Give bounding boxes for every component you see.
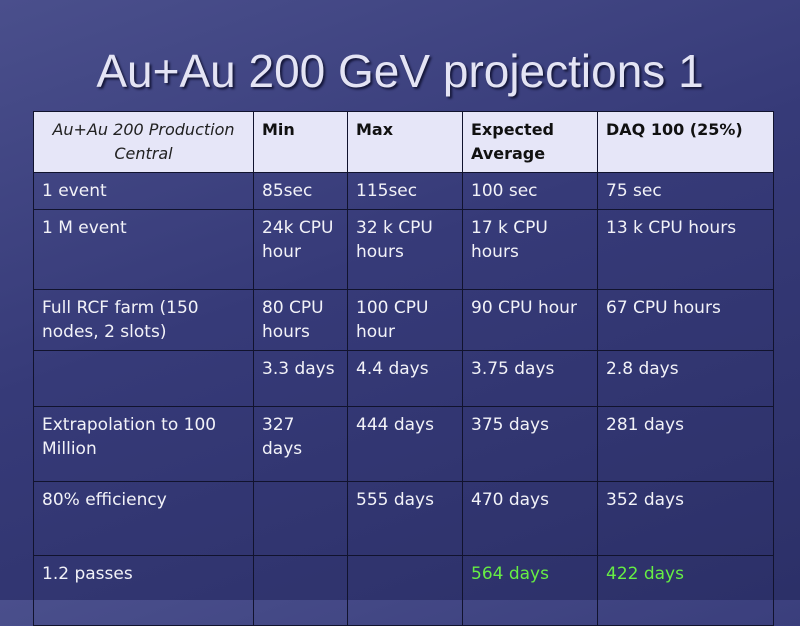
table-cell: 422 days: [597, 555, 774, 626]
table-row: 80% efficiency 555 days 470 days 352 days: [33, 481, 774, 556]
header-cell: Au+Au 200 Production Central: [33, 111, 254, 173]
table-cell: 1 event: [33, 172, 254, 210]
table-cell: [347, 555, 463, 626]
table-row: 1 M event 24k CPU hour 32 k CPU hours 17 k …: [33, 209, 774, 290]
table-cell: 32 k CPU hours: [347, 209, 463, 290]
table-cell: 281 days: [597, 406, 774, 482]
table-cell: 1 M event: [33, 209, 254, 290]
slide-title: Au+Au 200 GeV projections 1: [96, 45, 704, 97]
table-cell: 13 k CPU hours: [597, 209, 774, 290]
table-cell: [33, 350, 254, 407]
table-row: Extrapolation to 100 Million 327 days 444 …: [33, 406, 774, 482]
table-row: 1 event 85sec 115sec 100 sec 75 sec: [33, 172, 774, 210]
table-cell: 564 days: [462, 555, 598, 626]
table-row: 1.2 passes 564 days 422 days: [33, 555, 774, 626]
table-cell: 3.75 days: [462, 350, 598, 407]
table-cell: Full RCF farm (150 nodes, 2 slots): [33, 289, 254, 351]
table-cell: 24k CPU hour: [253, 209, 348, 290]
table-cell: 1.2 passes: [33, 555, 254, 626]
table-cell: 327 days: [253, 406, 348, 482]
header-cell: Max: [347, 111, 463, 173]
table-cell: 67 CPU hours: [597, 289, 774, 351]
header-cell: DAQ 100 (25%): [597, 111, 774, 173]
table-cell: 444 days: [347, 406, 463, 482]
table-cell: [253, 555, 348, 626]
table-cell: 100 sec: [462, 172, 598, 210]
table-cell: 80% efficiency: [33, 481, 254, 556]
table-cell: 470 days: [462, 481, 598, 556]
table-cell: 90 CPU hour: [462, 289, 598, 351]
header-cell: Expected Average: [462, 111, 598, 173]
table-cell: 100 CPU hour: [347, 289, 463, 351]
table-cell: 2.8 days: [597, 350, 774, 407]
table-cell: 3.3 days: [253, 350, 348, 407]
table-cell: Extrapolation to 100 Million: [33, 406, 254, 482]
table-cell: 115sec: [347, 172, 463, 210]
table-cell: 555 days: [347, 481, 463, 556]
table-cell: [253, 481, 348, 556]
table-cell: 375 days: [462, 406, 598, 482]
projection-table: Au+Au 200 Production Central Min Max Expect…: [33, 111, 774, 626]
table-row: 3.3 days 4.4 days 3.75 days 2.8 days: [33, 350, 774, 407]
table-cell: 4.4 days: [347, 350, 463, 407]
table-cell: 17 k CPU hours: [462, 209, 598, 290]
header-row: Au+Au 200 Production Central Min Max Expect…: [33, 111, 774, 173]
table-cell: 352 days: [597, 481, 774, 556]
table-cell: 85sec: [253, 172, 348, 210]
table-row: Full RCF farm (150 nodes, 2 slots) 80 CPU…: [33, 289, 774, 351]
header-cell: Min: [253, 111, 348, 173]
table-cell: 75 sec: [597, 172, 774, 210]
table-cell: 80 CPU hours: [253, 289, 348, 351]
